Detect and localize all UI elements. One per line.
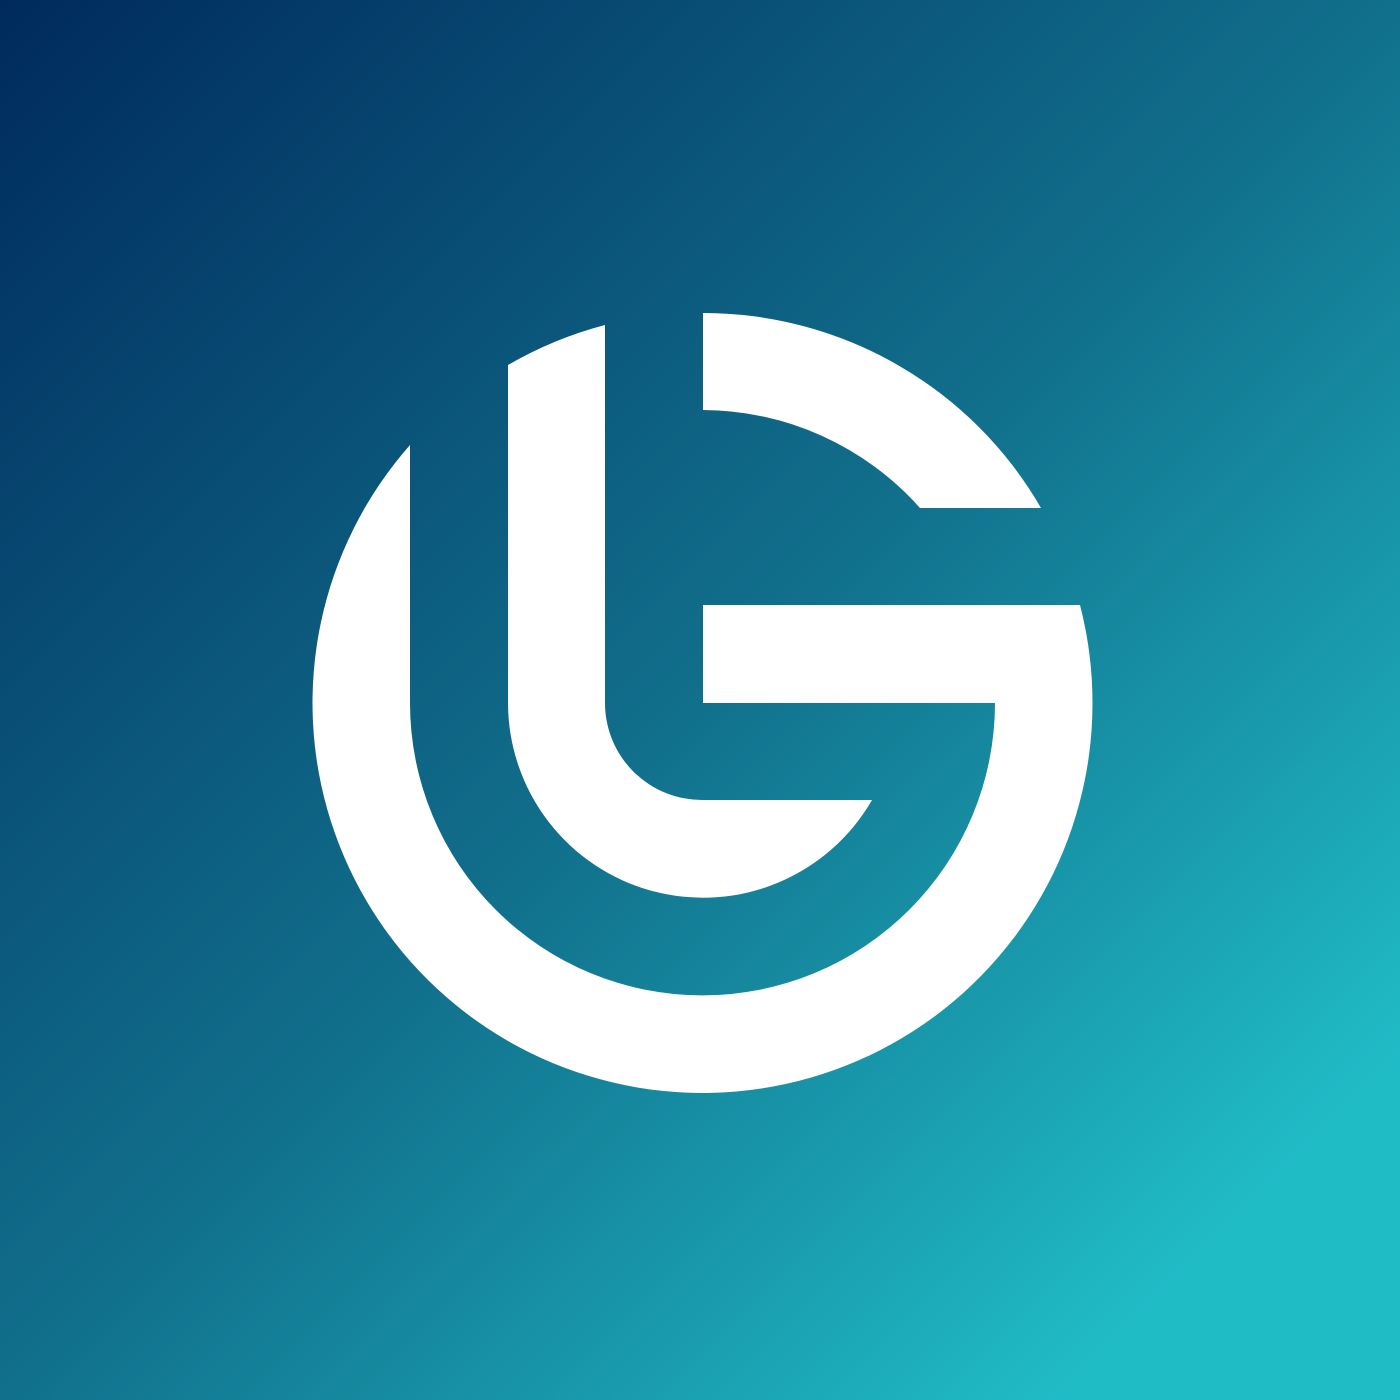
gradient-background [0, 0, 1400, 1400]
logo-canvas [0, 0, 1400, 1400]
logo-artwork [0, 0, 1400, 1400]
